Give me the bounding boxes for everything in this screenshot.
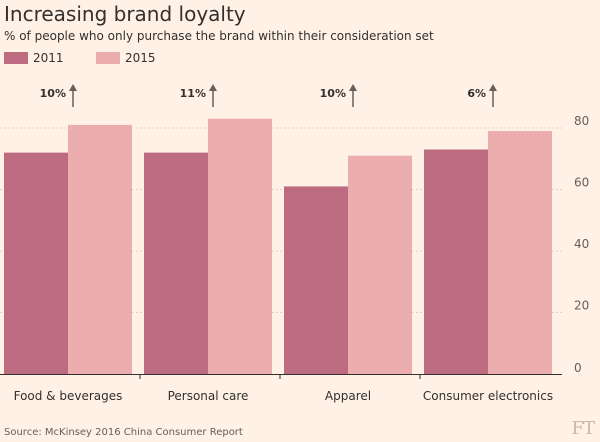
change-annotation: 11% <box>180 87 206 100</box>
bar-2011 <box>144 152 208 374</box>
bar-2011 <box>284 186 348 374</box>
legend-label-2011: 2011 <box>33 51 64 65</box>
bar-2015 <box>208 118 272 375</box>
y-tick-label: 80 <box>574 114 589 128</box>
legend-swatch-2015 <box>96 52 120 64</box>
ft-logo: FT <box>571 418 595 439</box>
bar-2015 <box>348 155 412 374</box>
y-tick-label: 60 <box>574 176 589 190</box>
chart-subtitle: % of people who only purchase the brand … <box>4 29 434 43</box>
x-tick-label: Food & beverages <box>14 389 123 403</box>
up-arrow-head-icon <box>489 84 497 91</box>
x-tick-label: Personal care <box>168 389 249 403</box>
legend-swatch-2011 <box>4 52 28 64</box>
up-arrow-head-icon <box>209 84 217 91</box>
y-tick-label: 0 <box>574 361 582 375</box>
source-note: Source: McKinsey 2016 China Consumer Rep… <box>4 427 243 438</box>
up-arrow-head-icon <box>69 84 77 91</box>
change-annotation: 10% <box>320 87 346 100</box>
bar-2011 <box>4 152 68 374</box>
change-annotation: 10% <box>40 87 66 100</box>
chart-title: Increasing brand loyalty <box>4 2 246 26</box>
x-tick-label: Consumer electronics <box>423 389 553 403</box>
bar-2015 <box>488 131 552 374</box>
legend-label-2015: 2015 <box>125 51 156 65</box>
up-arrow-head-icon <box>349 84 357 91</box>
bar-2015 <box>68 124 132 374</box>
x-tick-label: Apparel <box>325 389 371 403</box>
change-annotation: 6% <box>467 87 486 100</box>
y-tick-label: 40 <box>574 237 589 251</box>
y-tick-label: 20 <box>574 299 589 313</box>
bar-2011 <box>424 149 488 374</box>
